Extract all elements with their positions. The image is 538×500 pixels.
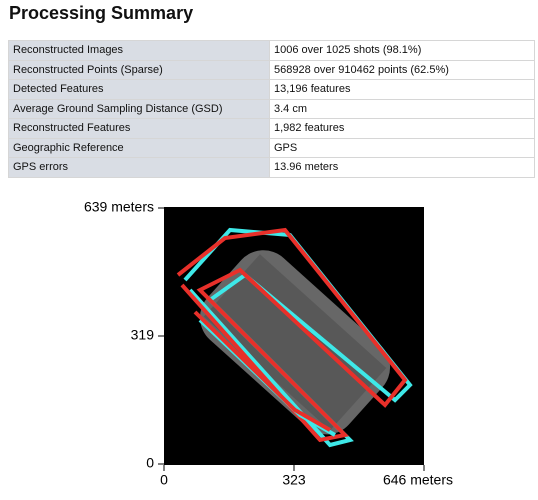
title: Processing Summary (9, 3, 194, 23)
x-label: 646 meters (383, 472, 453, 488)
row-value: 568928 over 910462 points (62.5%) (269, 59, 535, 80)
row-value: 3.4 cm (269, 98, 535, 119)
row-value: 1006 over 1025 shots (98.1%) (269, 40, 535, 61)
table-row: Geographic Reference GPS (8, 137, 535, 158)
camera-tracks (176, 227, 413, 448)
table-row: Reconstructed Features 1,982 features (8, 118, 535, 139)
x-label: 0 (160, 472, 168, 488)
y-label: 319 (131, 327, 155, 343)
y-label: 639 meters (84, 199, 154, 215)
row-label: Reconstructed Features (8, 118, 270, 139)
row-value: 13.96 meters (269, 157, 535, 178)
row-label: Average Ground Sampling Distance (GSD) (8, 98, 270, 119)
row-label: Reconstructed Images (8, 40, 270, 61)
row-label: GPS errors (8, 157, 270, 178)
row-label: Geographic Reference (8, 137, 270, 158)
table-row: Detected Features 13,196 features (8, 79, 535, 100)
row-label: Detected Features (8, 79, 270, 100)
y-label: 0 (146, 455, 154, 471)
row-value: 1,982 features (269, 118, 535, 139)
x-label: 323 (282, 472, 306, 488)
table-row: Average Ground Sampling Distance (GSD) 3.… (8, 98, 535, 119)
point-cloud (200, 250, 391, 435)
summary-table: Reconstructed Images 1006 over 1025 shots… (8, 40, 535, 178)
row-value: 13,196 features (269, 79, 535, 100)
row-label: Reconstructed Points (Sparse) (8, 59, 270, 80)
table-row: Reconstructed Images 1006 over 1025 shots… (8, 40, 535, 61)
figure: 639 meters 319 0 0 323 646 meters (84, 199, 453, 488)
table-row: GPS errors 13.96 meters (8, 157, 535, 178)
table-row: Reconstructed Points (Sparse) 568928 over… (8, 59, 535, 80)
ticks (158, 207, 425, 471)
row-value: GPS (269, 137, 535, 158)
